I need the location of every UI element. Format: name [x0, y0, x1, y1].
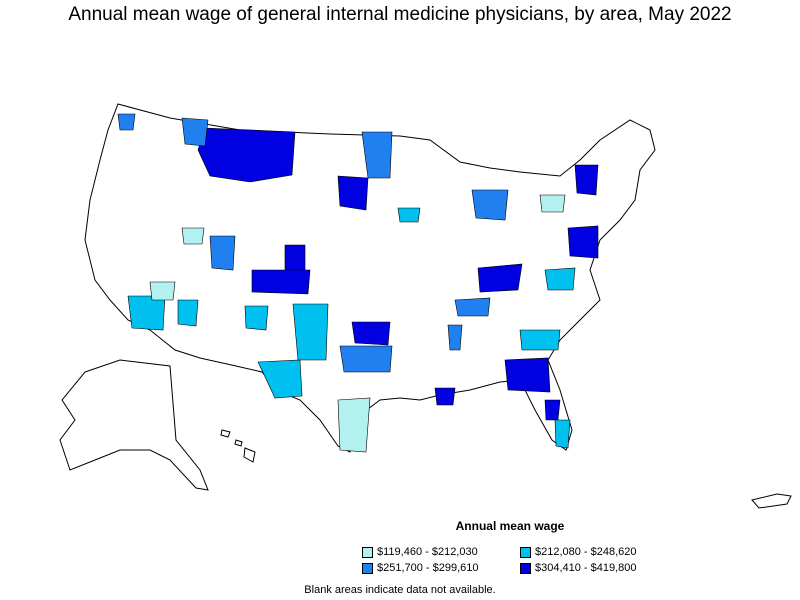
area-georgia: [504, 357, 551, 393]
area-north-dakota: [337, 175, 369, 211]
area-texas-panhandle: [292, 303, 329, 361]
legend-item-2: $212,080 - $248,620: [520, 546, 637, 558]
legend-item-1: $119,460 - $212,030: [362, 546, 478, 558]
legend-swatch-4: [520, 562, 531, 574]
hawaii-islands: [220, 429, 256, 463]
puerto-rico: [751, 493, 792, 509]
area-louisiana: [434, 387, 456, 406]
area-arizona: [177, 299, 199, 327]
legend-label-4: $304,410 - $419,800: [535, 562, 637, 574]
map-title: Annual mean wage of general internal med…: [68, 4, 732, 25]
area-utah: [209, 235, 236, 271]
area-wyoming: [251, 244, 311, 295]
legend-item-4: $304,410 - $419,800: [520, 562, 637, 574]
area-michigan: [471, 189, 509, 221]
area-kentucky: [477, 263, 523, 293]
area-tennessee: [454, 297, 491, 317]
legend-label-2: $212,080 - $248,620: [535, 546, 637, 558]
area-washington: [117, 113, 136, 131]
alaska-outline: [59, 359, 209, 491]
legend-label-3: $251,700 - $299,610: [377, 562, 479, 574]
area-maryland: [567, 225, 599, 259]
area-carolinas: [519, 329, 561, 351]
area-texas-east: [339, 345, 393, 373]
area-california-central: [127, 295, 166, 331]
area-texas-west: [257, 359, 303, 399]
area-nevada: [181, 227, 205, 245]
area-new-mexico: [244, 305, 269, 331]
area-texas-south: [337, 397, 371, 453]
area-california-south: [149, 281, 176, 301]
area-idaho: [181, 117, 209, 147]
area-maine: [574, 164, 599, 196]
area-alabama: [447, 324, 463, 351]
legend-item-3: $251,700 - $299,610: [362, 562, 479, 574]
area-virginia: [544, 267, 576, 291]
legend-swatch-3: [362, 562, 373, 574]
area-florida-east: [544, 399, 561, 421]
area-wisconsin: [397, 207, 421, 223]
area-florida-south: [554, 419, 571, 449]
footnote: Blank areas indicate data not available.: [304, 584, 496, 596]
area-montana: [197, 127, 296, 183]
wage-areas: [117, 113, 599, 453]
area-oklahoma: [351, 321, 391, 346]
legend-swatch-1: [362, 546, 373, 558]
legend-swatch-2: [520, 546, 531, 558]
legend-label-1: $119,460 - $212,030: [377, 546, 478, 558]
legend-title: Annual mean wage: [455, 519, 565, 533]
area-pennsylvania: [539, 194, 566, 213]
area-minnesota: [361, 131, 393, 179]
